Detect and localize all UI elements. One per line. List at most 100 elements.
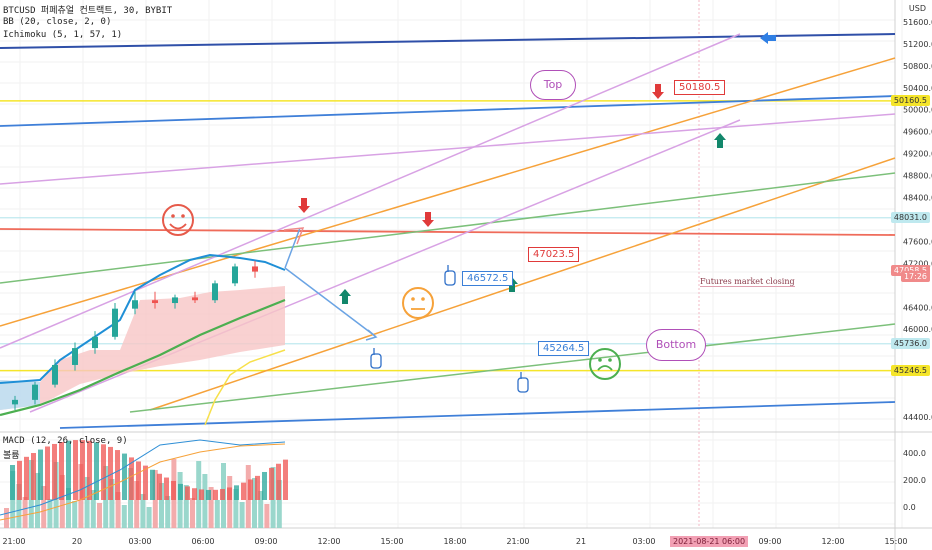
macd-histogram-bar	[66, 440, 71, 500]
price-tick: 50000.0	[903, 106, 932, 115]
signal-line	[0, 443, 286, 521]
macd-histogram-bar	[59, 442, 64, 500]
macd-histogram-bar	[115, 450, 120, 500]
macd-histogram-bar	[199, 489, 204, 500]
volume-bar	[4, 508, 9, 528]
up-arrow-icon	[339, 289, 351, 304]
volume-bar	[35, 473, 40, 528]
time-tick: 18:00	[443, 537, 466, 546]
label-46572[interactable]: 46572.5	[462, 271, 514, 286]
volume-bar	[84, 477, 90, 528]
macd-histogram-bar	[80, 440, 85, 500]
volume-bar	[276, 480, 282, 528]
bb-middle	[0, 253, 286, 384]
time-tick: 09:00	[254, 537, 277, 546]
price-tick: 46000.0	[903, 325, 932, 334]
down-arrow-icon	[422, 212, 434, 227]
happy-face-icon-eye	[181, 214, 185, 218]
price-tick: 48400.0	[903, 194, 932, 203]
macd-histogram-bar	[276, 463, 281, 500]
price-tag: 17:26	[900, 271, 930, 283]
bottom-bubble[interactable]: Bottom	[646, 329, 706, 361]
macd-tick: 200.0	[903, 476, 926, 485]
candle-body	[72, 348, 78, 365]
macd-histogram-bar	[157, 473, 162, 500]
time-tick: 03:00	[128, 537, 151, 546]
price-tag: 47058.5	[890, 265, 930, 277]
green-line-1	[0, 172, 896, 284]
macd-histogram-bar	[31, 453, 36, 500]
red-line	[0, 228, 896, 236]
macd-histogram-bar	[45, 446, 50, 500]
candle-body	[192, 297, 198, 301]
price-tag: 48031.0	[890, 211, 930, 223]
happy-face-icon	[162, 204, 194, 236]
projection-arrow	[284, 227, 376, 337]
label-47023[interactable]: 47023.5	[528, 247, 580, 262]
volume-bar	[109, 479, 115, 528]
blue-support-line	[59, 401, 896, 429]
top-channel-line	[0, 33, 896, 49]
label-45264[interactable]: 45264.5	[538, 341, 590, 356]
purple-line-1	[0, 113, 896, 185]
macd-histogram-bar	[248, 479, 253, 500]
macd-histogram-bar	[283, 459, 288, 500]
volume-bar	[227, 476, 233, 528]
macd-tick: 0.0	[903, 503, 916, 512]
macd-histogram-bar	[94, 442, 99, 500]
volume-bar	[115, 492, 121, 528]
bb-legend: BB (20, close, 2, 0)	[3, 17, 112, 27]
cloud-area	[0, 286, 285, 410]
volume-bar	[252, 478, 257, 528]
neutral-face-icon-eye	[421, 297, 425, 301]
projection-arrowhead	[365, 329, 378, 341]
macd-histogram-bar	[178, 483, 183, 500]
macd-histogram-bar	[101, 444, 106, 500]
volume-bar	[72, 501, 78, 528]
dizzy-face-icon-eye	[608, 358, 612, 362]
macd-histogram-bar	[185, 486, 190, 500]
volume-bar	[196, 461, 202, 528]
macd-histogram-bar	[87, 440, 92, 500]
time-tick: 21	[576, 537, 586, 546]
candle-body	[112, 308, 118, 337]
macd-histogram-bar	[10, 465, 15, 500]
macd-line	[0, 439, 286, 516]
macd-histogram-bar	[269, 467, 274, 500]
down-arrow-icon	[652, 84, 664, 99]
macd-histogram-bar	[136, 461, 141, 500]
macd-histogram-bar	[24, 456, 29, 500]
macd-histogram-bar	[234, 485, 239, 500]
time-tick: 09:00	[758, 537, 781, 546]
top-bubble[interactable]: Top	[530, 70, 576, 100]
up-arrow-icon	[714, 133, 726, 148]
volume-bar	[16, 484, 22, 528]
price-tick: 49200.0	[903, 150, 932, 159]
price-tick: 50400.0	[903, 84, 932, 93]
volume-bar	[233, 489, 239, 528]
macd-histogram-bar	[255, 475, 260, 500]
dizzy-face-icon-mouth	[597, 365, 613, 371]
futures-note: Futures market closing	[700, 277, 795, 287]
volume-bar	[202, 474, 208, 528]
candle-body	[172, 297, 178, 304]
blue-resistance-line	[0, 95, 896, 127]
pointing-hand-icon	[444, 270, 456, 286]
volume-bar	[165, 496, 171, 528]
volume-bar	[90, 490, 96, 528]
label-50180[interactable]: 50180.5	[674, 80, 726, 95]
macd-histogram-bar	[143, 465, 148, 500]
time-tick: 15:00	[884, 537, 907, 546]
time-tick: 06:00	[191, 537, 214, 546]
lagging-span	[204, 349, 286, 426]
left-arrow-icon	[760, 32, 776, 44]
happy-face-icon-mouth	[169, 223, 187, 230]
volume-bar	[264, 504, 270, 528]
green-line-2	[129, 323, 896, 413]
candles	[12, 260, 258, 410]
green-ma	[0, 298, 286, 417]
macd-histogram-bar	[17, 460, 22, 500]
price-tick: 49600.0	[903, 128, 932, 137]
ichimoku-legend: Ichimoku (5, 1, 57, 1)	[3, 30, 123, 40]
